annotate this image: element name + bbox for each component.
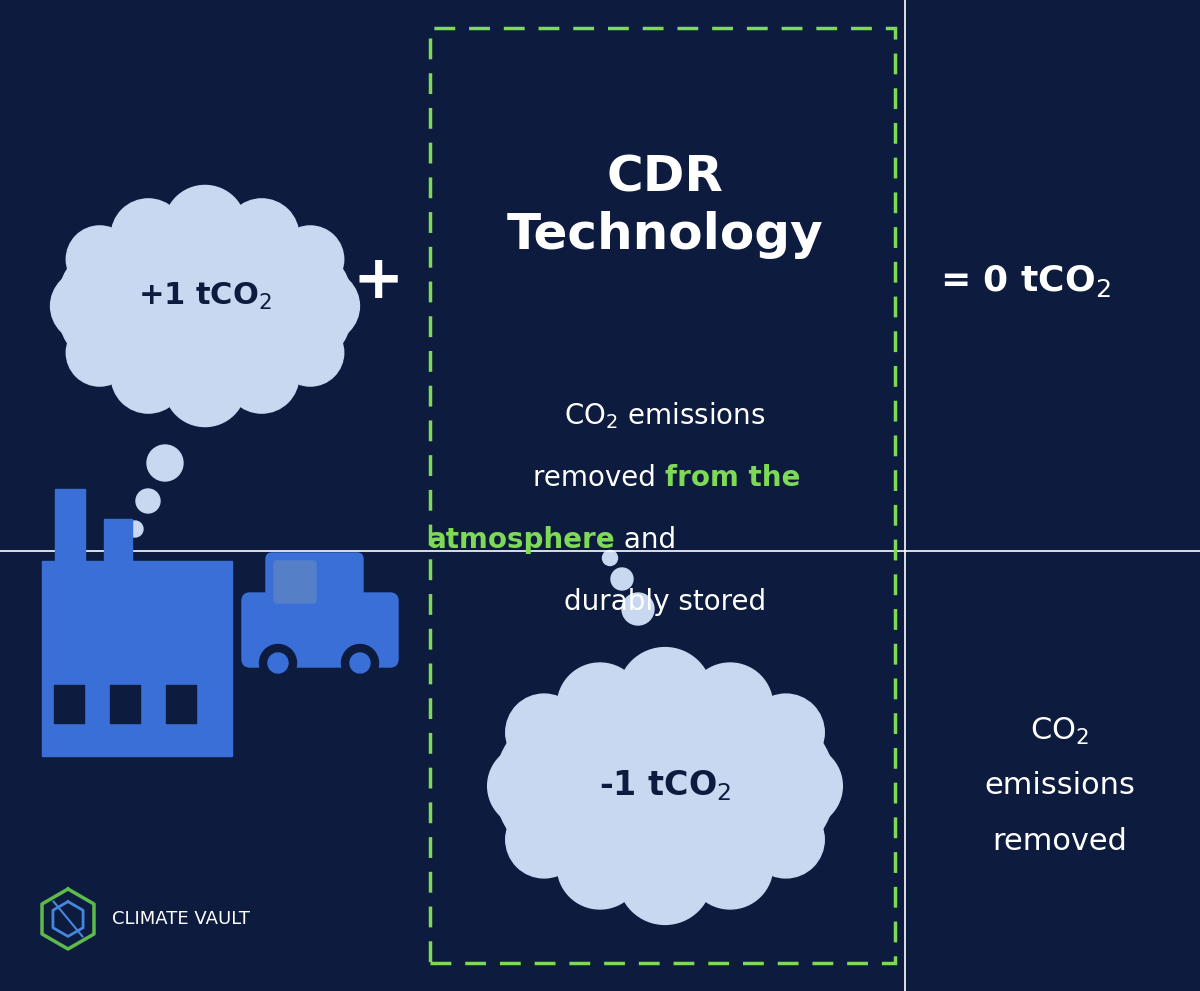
Bar: [104, 519, 132, 579]
Text: emissions: emissions: [984, 772, 1135, 801]
Circle shape: [505, 801, 582, 878]
Bar: [166, 685, 196, 723]
Circle shape: [136, 489, 160, 513]
Circle shape: [557, 663, 642, 748]
Circle shape: [112, 339, 186, 413]
Circle shape: [342, 644, 378, 682]
Text: CO$_2$: CO$_2$: [1031, 716, 1090, 746]
Circle shape: [618, 647, 712, 741]
Ellipse shape: [494, 674, 835, 899]
Text: CDR
Technology: CDR Technology: [506, 154, 823, 259]
Circle shape: [350, 653, 370, 673]
Text: and: and: [616, 526, 676, 554]
Text: +: +: [353, 252, 403, 310]
Circle shape: [66, 319, 133, 386]
Circle shape: [748, 694, 824, 771]
Bar: [42, 561, 232, 756]
Circle shape: [288, 271, 360, 342]
Circle shape: [112, 199, 186, 274]
Circle shape: [505, 694, 582, 771]
Circle shape: [748, 801, 824, 878]
Text: CLIMATE VAULT: CLIMATE VAULT: [112, 910, 250, 928]
Circle shape: [622, 593, 654, 625]
Circle shape: [761, 745, 842, 826]
Circle shape: [224, 199, 299, 274]
Circle shape: [50, 271, 122, 342]
Text: removed: removed: [992, 826, 1128, 855]
Circle shape: [66, 226, 133, 292]
Circle shape: [688, 663, 773, 748]
Circle shape: [688, 824, 773, 909]
Text: durably stored: durably stored: [564, 588, 766, 616]
Circle shape: [164, 185, 246, 268]
Circle shape: [127, 521, 143, 537]
Circle shape: [557, 824, 642, 909]
Circle shape: [602, 550, 618, 566]
Text: = 0 tCO$_2$: = 0 tCO$_2$: [940, 263, 1111, 299]
Text: from the: from the: [665, 464, 800, 492]
Ellipse shape: [56, 208, 354, 404]
Circle shape: [164, 345, 246, 426]
FancyBboxPatch shape: [242, 593, 398, 667]
Text: +1 tCO$_2$: +1 tCO$_2$: [138, 280, 272, 311]
Circle shape: [259, 644, 296, 682]
Circle shape: [148, 445, 182, 481]
Circle shape: [224, 339, 299, 413]
Circle shape: [277, 226, 343, 292]
Text: CO$_2$ emissions: CO$_2$ emissions: [564, 400, 766, 431]
Circle shape: [618, 830, 712, 925]
Circle shape: [268, 653, 288, 673]
Circle shape: [611, 568, 634, 590]
Bar: [110, 685, 140, 723]
Text: atmosphere: atmosphere: [427, 526, 616, 554]
Text: -1 tCO$_2$: -1 tCO$_2$: [599, 769, 731, 804]
Bar: [55, 489, 85, 579]
FancyBboxPatch shape: [274, 561, 316, 603]
Text: removed: removed: [533, 464, 665, 492]
Bar: [54, 685, 84, 723]
FancyBboxPatch shape: [266, 553, 364, 607]
Circle shape: [277, 319, 343, 386]
Circle shape: [487, 745, 570, 826]
